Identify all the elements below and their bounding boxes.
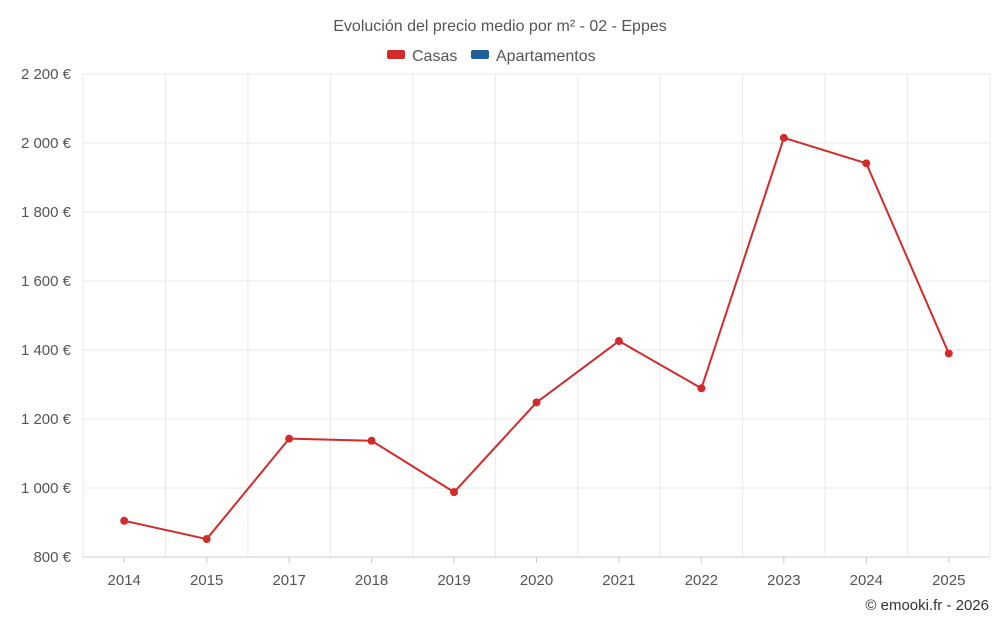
y-tick-label: 2 000 € xyxy=(21,135,72,152)
x-tick-label: 2014 xyxy=(108,572,141,589)
legend-label-apartamentos: Apartamentos xyxy=(496,48,596,65)
data-point[interactable] xyxy=(285,434,294,443)
data-point[interactable] xyxy=(614,337,623,346)
data-point[interactable] xyxy=(120,516,129,525)
x-tick-label: 2020 xyxy=(520,572,553,589)
data-point[interactable] xyxy=(779,133,788,142)
y-tick-label: 1 600 € xyxy=(21,273,72,290)
y-axis: 800 € 1 000 € 1 200 € 1 400 € 1 600 € 1 800 €… xyxy=(21,66,72,566)
x-tick-label: 2021 xyxy=(602,572,635,589)
data-point[interactable] xyxy=(862,159,871,168)
y-tick-label: 1 200 € xyxy=(21,411,72,428)
legend: Casas Apartamentos xyxy=(387,48,596,65)
data-point[interactable] xyxy=(367,436,376,445)
x-tick-label: 2024 xyxy=(850,572,883,589)
x-tick-label: 2018 xyxy=(355,572,388,589)
x-tick-label: 2023 xyxy=(767,572,800,589)
y-tick-label: 1 800 € xyxy=(21,204,72,221)
data-point[interactable] xyxy=(202,535,211,544)
legend-item-casas[interactable]: Casas xyxy=(387,48,457,65)
legend-swatch-casas xyxy=(387,50,405,59)
y-tick-label: 1 000 € xyxy=(21,480,72,497)
x-tick-label: 2015 xyxy=(190,572,223,589)
legend-item-apartamentos[interactable]: Apartamentos xyxy=(471,48,596,65)
grid xyxy=(82,73,991,557)
data-point[interactable] xyxy=(450,488,459,497)
x-tick-label: 2022 xyxy=(685,572,718,589)
y-tick-label: 1 400 € xyxy=(21,342,72,359)
y-tick-label: 800 € xyxy=(33,549,71,566)
data-point[interactable] xyxy=(944,349,953,358)
x-tick-label: 2025 xyxy=(932,572,965,589)
chart-title: Evolución del precio medio por m² - 02 -… xyxy=(333,18,667,35)
data-point[interactable] xyxy=(532,398,541,407)
x-tick-label: 2019 xyxy=(437,572,470,589)
x-tick-label: 2017 xyxy=(272,572,305,589)
legend-label-casas: Casas xyxy=(412,48,457,65)
credit-text: © emooki.fr - 2026 xyxy=(865,597,989,614)
y-tick-label: 2 200 € xyxy=(21,66,72,83)
legend-swatch-apartamentos xyxy=(471,50,489,59)
x-axis: 2014 2015 2017 2018 2019 2020 2021 2022 2023 2024… xyxy=(83,556,990,589)
data-point[interactable] xyxy=(697,384,706,393)
series-casas xyxy=(120,133,953,544)
